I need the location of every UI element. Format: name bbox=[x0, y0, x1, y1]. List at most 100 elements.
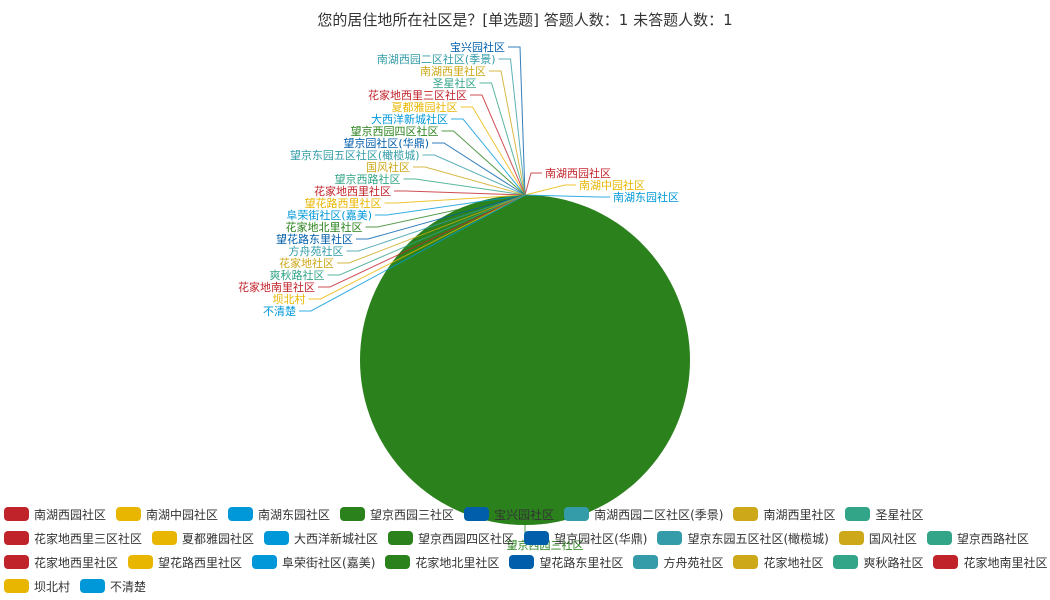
label-line bbox=[489, 70, 526, 196]
label-line bbox=[365, 194, 526, 228]
legend-swatch bbox=[509, 555, 535, 569]
legend-label: 花家地西里三区社区 bbox=[34, 531, 143, 546]
slice-label: 望花路西里社区 bbox=[305, 196, 382, 210]
legend-label: 花家地西里社区 bbox=[34, 555, 119, 570]
legend-label: 南湖西里社区 bbox=[763, 507, 836, 522]
legend-item[interactable]: 望京东园五区社区(橄榄城) bbox=[657, 530, 829, 546]
legend-item[interactable]: 花家地南里社区 bbox=[933, 554, 1048, 570]
legend-item[interactable]: 方舟苑社区 bbox=[633, 554, 723, 570]
slice-label: 望京西园四区社区 bbox=[351, 124, 439, 138]
legend-label: 南湖西园社区 bbox=[34, 507, 107, 522]
legend-item[interactable]: 南湖东园社区 bbox=[228, 506, 330, 522]
legend-item[interactable]: 大西洋新城社区 bbox=[264, 530, 378, 546]
legend-label: 望京园社区(华鼎) bbox=[554, 531, 648, 546]
legend-label: 南湖东园社区 bbox=[258, 507, 331, 522]
label-line bbox=[413, 166, 526, 196]
label-line bbox=[432, 142, 526, 196]
slice-label: 夏都雅园社区 bbox=[392, 100, 458, 114]
legend-item[interactable]: 南湖西园社区 bbox=[4, 506, 106, 522]
label-line bbox=[498, 58, 526, 196]
legend-item[interactable]: 南湖中园社区 bbox=[116, 506, 218, 522]
legend-item[interactable]: 南湖西里社区 bbox=[733, 506, 835, 522]
label-line bbox=[422, 154, 526, 196]
label-line bbox=[327, 194, 526, 276]
legend-item[interactable]: 爽秋路社区 bbox=[833, 554, 923, 570]
legend-item[interactable]: 阜荣街社区(嘉美) bbox=[252, 554, 375, 570]
legend-item[interactable]: 望花路西里社区 bbox=[128, 554, 242, 570]
legend-item[interactable]: 花家地西里三区社区 bbox=[4, 530, 142, 546]
legend-swatch bbox=[4, 531, 29, 545]
chart-title: 您的居住地所在社区是？[单选题] 答题人数：1 未答题人数：1 bbox=[317, 11, 733, 29]
slice-label: 花家地西里三区社区 bbox=[368, 88, 467, 102]
legend-label: 坝北村 bbox=[34, 579, 71, 594]
pie-slice[interactable] bbox=[360, 195, 690, 525]
label-line bbox=[524, 194, 610, 198]
label-line bbox=[356, 194, 526, 240]
legend-item[interactable]: 宝兴园社区 bbox=[464, 506, 554, 522]
legend-item[interactable]: 花家地社区 bbox=[733, 554, 823, 570]
label-line bbox=[384, 194, 526, 204]
label-line bbox=[460, 106, 526, 196]
legend-swatch bbox=[564, 507, 590, 521]
legend-swatch bbox=[838, 531, 864, 545]
legend-swatch bbox=[4, 579, 29, 593]
label-line bbox=[470, 94, 526, 196]
slice-label: 南湖西里社区 bbox=[420, 64, 486, 78]
legend-item[interactable]: 花家地西里社区 bbox=[4, 554, 118, 570]
legend-item[interactable]: 不清楚 bbox=[80, 578, 146, 594]
slice-label: 花家地北里社区 bbox=[286, 220, 363, 234]
legend-swatch bbox=[926, 531, 952, 545]
legend-item[interactable]: 国风社区 bbox=[838, 530, 917, 546]
legend-swatch bbox=[340, 507, 366, 521]
legend-swatch bbox=[264, 531, 290, 545]
legend-item[interactable]: 望花路东里社区 bbox=[509, 554, 623, 570]
slice-label: 坝北村 bbox=[273, 292, 306, 306]
legend-item[interactable]: 坝北村 bbox=[4, 578, 70, 594]
slice-label: 阜荣街社区(嘉美) bbox=[286, 208, 372, 222]
legend-item[interactable]: 望京西园三社区 bbox=[340, 506, 454, 522]
slice-label: 花家地南里社区 bbox=[238, 280, 315, 294]
label-line bbox=[308, 194, 526, 300]
slice-label: 花家地社区 bbox=[279, 256, 334, 270]
legend-item[interactable]: 望京西路社区 bbox=[926, 530, 1029, 546]
legend-swatch bbox=[4, 555, 29, 569]
legend-item[interactable]: 望京西园四区社区 bbox=[388, 530, 514, 546]
legend-item[interactable]: 花家地北里社区 bbox=[385, 554, 499, 570]
legend-label: 宝兴园社区 bbox=[494, 507, 555, 522]
label-line bbox=[337, 194, 526, 264]
slice-label: 南湖东园社区 bbox=[613, 190, 679, 204]
legend-label: 爽秋路社区 bbox=[863, 555, 924, 570]
legend-label: 望京东园五区社区(橄榄城) bbox=[687, 531, 829, 546]
slice-label: 南湖西园二区社区(季景) bbox=[377, 52, 496, 66]
label-line bbox=[441, 130, 526, 196]
label-line bbox=[451, 118, 526, 196]
label-line bbox=[524, 184, 576, 196]
slice-label: 宝兴园社区 bbox=[450, 40, 505, 54]
legend-label: 夏都雅园社区 bbox=[182, 531, 255, 546]
slice-label: 爽秋路社区 bbox=[270, 268, 325, 282]
slice-label: 望京园社区(华鼎) bbox=[343, 136, 429, 150]
legend-swatch bbox=[80, 579, 106, 593]
slice-label: 大西洋新城社区 bbox=[371, 112, 448, 126]
legend-label: 望花路西里社区 bbox=[158, 555, 243, 570]
slice-label: 国风社区 bbox=[366, 160, 410, 174]
label-line bbox=[318, 194, 526, 288]
legend-item[interactable]: 圣星社区 bbox=[845, 506, 923, 522]
legend-item[interactable]: 夏都雅园社区 bbox=[152, 530, 254, 546]
legend-item[interactable]: 南湖西园二区社区(季景) bbox=[564, 506, 723, 522]
legend-swatch bbox=[228, 507, 254, 521]
label-line bbox=[403, 178, 526, 196]
legend-swatch bbox=[464, 507, 490, 521]
legend-swatch bbox=[116, 507, 142, 521]
legend-label: 国风社区 bbox=[868, 531, 917, 546]
legend-swatch bbox=[128, 555, 154, 569]
legend-label: 南湖中园社区 bbox=[146, 507, 219, 522]
legend-label: 花家地北里社区 bbox=[415, 555, 500, 570]
label-line bbox=[479, 82, 526, 196]
label-line bbox=[375, 194, 526, 216]
legend-swatch bbox=[152, 531, 178, 545]
slice-label: 望花路东里社区 bbox=[276, 232, 353, 246]
slice-label: 南湖中园社区 bbox=[579, 178, 645, 192]
slice-label: 望京东园五区社区(橄榄城) bbox=[290, 148, 420, 162]
legend-item[interactable]: 望京园社区(华鼎) bbox=[524, 530, 647, 546]
